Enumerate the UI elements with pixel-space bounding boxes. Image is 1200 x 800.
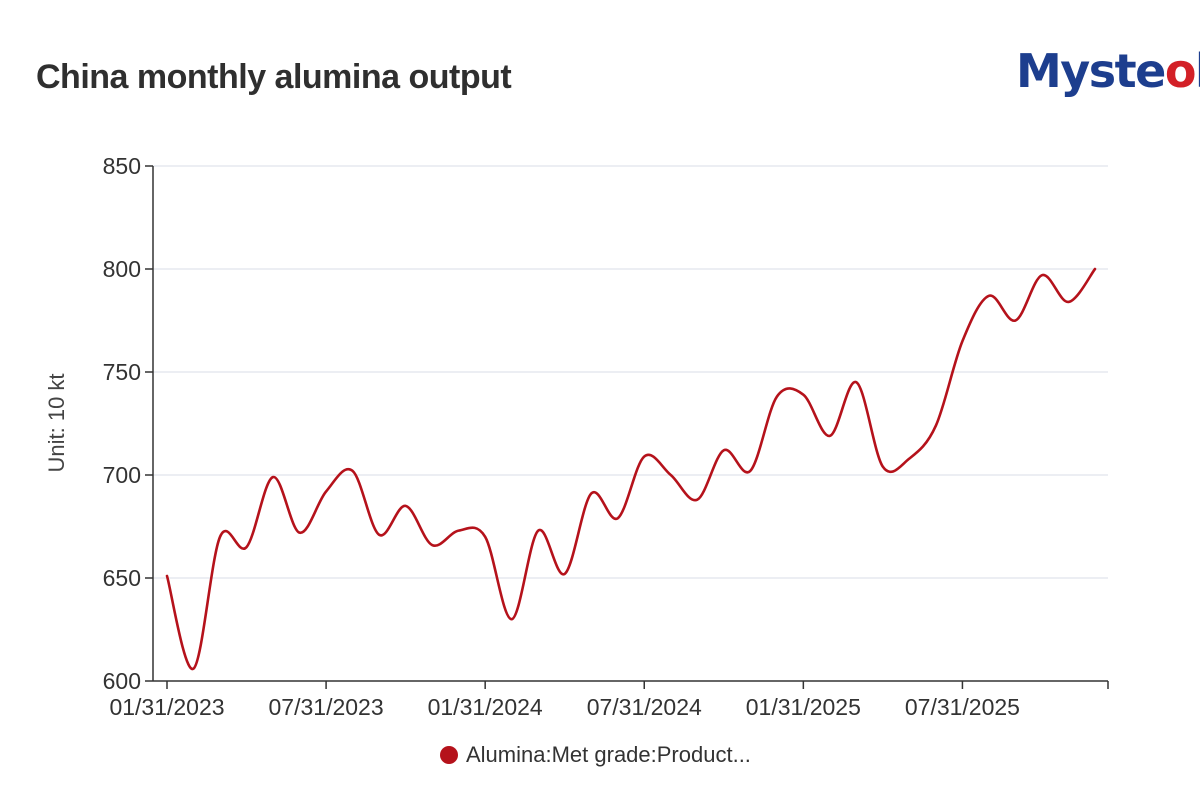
- data-point-31: [986, 293, 992, 299]
- data-point-15: [562, 571, 568, 577]
- y-tick-label-750: 750: [103, 359, 141, 385]
- data-point-32: [1012, 318, 1018, 324]
- data-point-12: [482, 534, 488, 540]
- data-point-7: [350, 468, 356, 474]
- data-point-14: [535, 528, 541, 534]
- data-point-35: [1092, 266, 1098, 272]
- logo-text-accent: o: [1164, 44, 1197, 98]
- mysteel-logo: Mysteol: [1016, 44, 1200, 98]
- data-point-27: [880, 464, 886, 470]
- y-axis-label: Unit: 10 kt: [44, 373, 69, 472]
- x-tick-label-4: 01/31/2025: [746, 694, 861, 720]
- tick-labels: 600 650 700 750 800 850 01/31/2023 07/31/2023 01…: [103, 153, 1020, 720]
- data-point-22: [747, 468, 753, 474]
- data-point-20: [694, 497, 700, 503]
- x-tick-label-0: 01/31/2023: [109, 694, 224, 720]
- data-point-1: [191, 666, 197, 672]
- data-point-10: [429, 542, 435, 548]
- y-tick-label-600: 600: [103, 668, 141, 694]
- data-point-30: [959, 338, 965, 344]
- data-point-21: [721, 447, 727, 453]
- chart-title: China monthly alumina output: [36, 58, 512, 96]
- data-point-2: [217, 534, 223, 540]
- data-point-29: [933, 423, 939, 429]
- x-tick-label-2: 01/31/2024: [428, 694, 543, 720]
- legend[interactable]: Alumina:Met grade:Product...: [440, 740, 751, 770]
- data-point-13: [509, 616, 515, 622]
- y-tick-label-700: 700: [103, 462, 141, 488]
- data-point-8: [376, 532, 382, 538]
- data-point-18: [641, 453, 647, 459]
- data-point-28: [906, 456, 912, 462]
- data-point-5: [297, 530, 303, 536]
- logo-text-main: Myste: [1016, 44, 1166, 98]
- data-point-9: [403, 503, 409, 509]
- data-point-17: [615, 515, 621, 521]
- y-tick-label-850: 850: [103, 153, 141, 179]
- legend-label: Alumina:Met grade:Product...: [466, 742, 751, 767]
- data-point-19: [668, 472, 674, 478]
- legend-marker-icon: [440, 746, 458, 764]
- axes: [145, 165, 1109, 689]
- grid-lines: [153, 165, 1108, 579]
- data-point-33: [1039, 272, 1045, 278]
- data-point-16: [588, 491, 594, 497]
- data-point-24: [800, 392, 806, 398]
- data-point-11: [456, 528, 462, 534]
- data-point-6: [323, 488, 329, 494]
- data-point-4: [270, 474, 276, 480]
- y-tick-label-800: 800: [103, 256, 141, 282]
- logo-text-end: l: [1195, 44, 1200, 98]
- data-point-23: [774, 394, 780, 400]
- data-point-25: [827, 433, 833, 439]
- series-layer: [164, 266, 1098, 672]
- x-tick-label-5: 07/31/2025: [905, 694, 1020, 720]
- x-tick-label-1: 07/31/2023: [269, 694, 384, 720]
- data-point-3: [244, 544, 250, 550]
- series-line-0: [165, 267, 1097, 670]
- data-point-0: [164, 573, 170, 579]
- data-point-34: [1065, 299, 1071, 305]
- data-point-26: [853, 379, 859, 385]
- x-tick-label-3: 07/31/2024: [587, 694, 702, 720]
- y-tick-label-650: 650: [103, 565, 141, 591]
